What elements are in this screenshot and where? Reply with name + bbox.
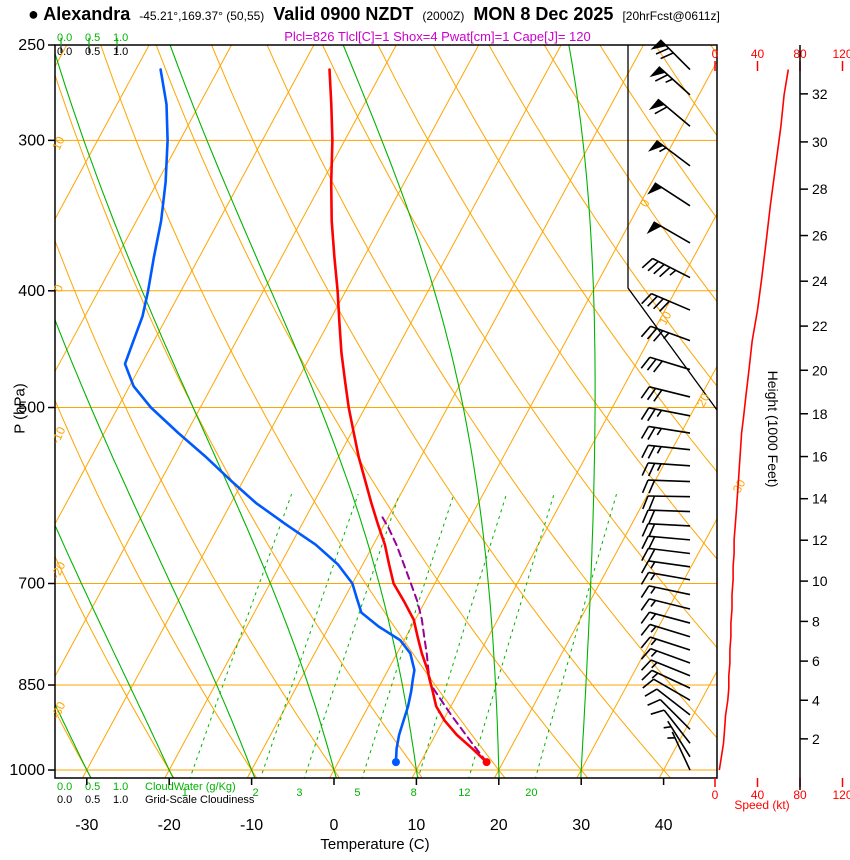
forecast-reference: [20hrFcst@0611z] — [622, 9, 720, 23]
scale-tick: 1.0 — [113, 781, 129, 793]
svg-text:1000: 1000 — [9, 762, 45, 779]
station-name: Alexandra — [43, 4, 131, 24]
svg-text:0: 0 — [712, 788, 719, 802]
cloudiness-scale-bottom: 0.0 0.5 1.0 Grid-Scale Cloudiness — [57, 794, 254, 806]
svg-text:-20: -20 — [158, 817, 181, 834]
svg-text:-10: -10 — [48, 424, 68, 446]
svg-text:30: 30 — [812, 134, 828, 150]
svg-text:1: 1 — [182, 787, 188, 799]
temperature-axis-label: Temperature (C) — [320, 836, 430, 853]
svg-text:30: 30 — [730, 477, 749, 496]
scale-tick: 0.5 — [85, 781, 101, 793]
svg-text:32: 32 — [812, 86, 828, 102]
svg-text:30: 30 — [572, 817, 590, 834]
svg-text:10: 10 — [408, 817, 426, 834]
svg-text:6: 6 — [812, 653, 820, 669]
valid-time: Valid 0900 NZDT — [273, 4, 414, 24]
svg-text:16: 16 — [812, 449, 828, 465]
svg-text:22: 22 — [812, 318, 828, 334]
sounding-indices: Plcl=826 Tlcl[C]=1 Shox=4 Pwat[cm]=1 Cap… — [284, 29, 591, 44]
station-bullet-icon: ● Alexandra — [28, 4, 131, 24]
svg-text:20: 20 — [812, 362, 828, 378]
wind-speed-curve — [718, 69, 790, 771]
svg-text:0: 0 — [51, 282, 67, 294]
svg-text:0: 0 — [637, 197, 653, 210]
temperature-curve — [328, 68, 488, 764]
scale-tick: 0.0 — [57, 794, 73, 806]
svg-text:0: 0 — [330, 817, 339, 834]
scale-tick: 1.0 — [113, 794, 129, 806]
svg-text:250: 250 — [18, 37, 45, 54]
svg-text:40: 40 — [655, 817, 673, 834]
svg-text:20: 20 — [694, 391, 713, 410]
svg-text:26: 26 — [812, 228, 828, 244]
svg-text:2: 2 — [812, 731, 820, 747]
cloudiness-axis-label: Grid-Scale Cloudiness — [145, 794, 255, 806]
profiles — [123, 68, 491, 767]
svg-text:10: 10 — [49, 134, 67, 152]
surface-temp-dot — [482, 758, 491, 767]
parcel-curve — [380, 514, 488, 764]
svg-text:28: 28 — [812, 181, 828, 197]
dewpoint-curve — [123, 68, 416, 764]
svg-text:40: 40 — [751, 47, 765, 61]
svg-text:700: 700 — [18, 575, 45, 592]
svg-text:20: 20 — [490, 817, 508, 834]
svg-text:20: 20 — [525, 787, 537, 799]
svg-text:-30: -30 — [48, 699, 68, 721]
svg-text:400: 400 — [18, 283, 45, 300]
valid-time-utc: (2000Z) — [422, 9, 465, 23]
valid-date: MON 8 Dec 2025 — [473, 4, 614, 24]
station-coords: -45.21°,169.37° (50,55) — [139, 9, 265, 23]
surface-dewpoint-dot — [391, 758, 400, 767]
svg-text:12: 12 — [812, 532, 828, 548]
svg-text:120: 120 — [832, 47, 850, 61]
svg-text:2: 2 — [252, 787, 258, 799]
svg-text:14: 14 — [812, 491, 828, 507]
skewt-grid — [55, 45, 717, 778]
svg-text:12: 12 — [458, 787, 470, 799]
svg-text:300: 300 — [18, 132, 45, 149]
scale-tick: 0.5 — [85, 794, 101, 806]
svg-text:18: 18 — [812, 406, 828, 422]
svg-text:5: 5 — [354, 787, 360, 799]
svg-text:-20: -20 — [48, 559, 68, 581]
svg-text:-10: -10 — [240, 817, 263, 834]
svg-text:4: 4 — [812, 692, 820, 708]
svg-text:40: 40 — [751, 788, 765, 802]
cloudwater-scale-bottom: 0.0 0.5 1.0 CloudWater (g/Kg) — [57, 781, 236, 793]
svg-text:500: 500 — [18, 400, 45, 417]
svg-text:80: 80 — [793, 788, 807, 802]
svg-text:8: 8 — [411, 787, 417, 799]
svg-text:0: 0 — [712, 47, 719, 61]
svg-text:10: 10 — [812, 573, 828, 589]
title-bar: ● Alexandra -45.21°,169.37° (50,55) Vali… — [28, 4, 720, 25]
svg-text:-30: -30 — [75, 817, 98, 834]
svg-text:8: 8 — [812, 613, 820, 629]
svg-text:24: 24 — [812, 273, 828, 289]
svg-text:10: 10 — [656, 309, 675, 328]
svg-text:3: 3 — [296, 787, 302, 799]
scale-tick: 0.0 — [57, 781, 73, 793]
speed-axis-label: Speed (kt) — [734, 798, 790, 812]
svg-text:850: 850 — [18, 677, 45, 694]
wind-barbs — [640, 39, 691, 771]
cloudwater-axis-label: CloudWater (g/Kg) — [145, 781, 236, 793]
svg-text:120: 120 — [832, 788, 850, 802]
